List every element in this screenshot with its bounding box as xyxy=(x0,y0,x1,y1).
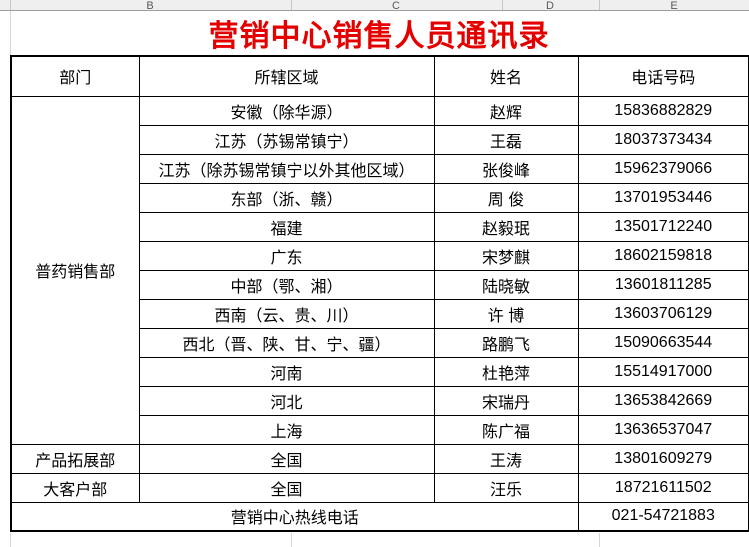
cell-name[interactable]: 路鹏飞 xyxy=(433,327,579,358)
cell-phone[interactable]: 13636537047 xyxy=(577,414,749,445)
cell-region[interactable]: 广东 xyxy=(138,240,435,271)
column-header[interactable]: 姓名 xyxy=(433,55,579,97)
column-header[interactable]: 部门 xyxy=(10,55,140,97)
table-row: 广东 宋梦麒 18602159818 xyxy=(11,240,749,271)
cell-department[interactable]: 产品拓展部 xyxy=(10,443,140,474)
directory-table-wrap: 部门 所辖区域 姓名 电话号码 普药销售部 安徽（除华源） 赵辉 15836882829 江苏… xyxy=(10,55,749,532)
cell-phone[interactable]: 15962379066 xyxy=(577,153,749,184)
table-row: 河南 杜艳萍 15514917000 xyxy=(11,356,749,387)
column-separator xyxy=(502,0,503,10)
cell-region[interactable]: 河南 xyxy=(138,356,435,387)
cell-phone[interactable]: 13603706129 xyxy=(577,298,749,329)
cell-name[interactable]: 宋瑞丹 xyxy=(433,385,579,416)
column-letter-D[interactable]: D xyxy=(546,0,554,11)
cell-name[interactable]: 张俊峰 xyxy=(433,153,579,184)
cell-name[interactable]: 王磊 xyxy=(433,124,579,155)
cell-name[interactable]: 杜艳萍 xyxy=(433,356,579,387)
cell-region[interactable]: 上海 xyxy=(138,414,435,445)
cell-region[interactable]: 西南（云、贵、川） xyxy=(138,298,435,329)
cell-hotline-label[interactable]: 营销中心热线电话 xyxy=(10,501,579,532)
sheet-title[interactable]: 营销中心销售人员通讯录 xyxy=(208,20,550,53)
table-row: 普药销售部 安徽（除华源） 赵辉 15836882829 xyxy=(10,95,749,445)
cell-name[interactable]: 汪乐 xyxy=(433,472,579,503)
cell-name[interactable]: 周 俊 xyxy=(433,182,579,213)
cell-phone[interactable]: 13601811285 xyxy=(577,269,749,300)
table-row: 江苏（苏锡常镇宁） 王磊 18037373434 xyxy=(11,124,749,155)
cell-name[interactable]: 宋梦麒 xyxy=(433,240,579,271)
gridline xyxy=(291,533,292,547)
cell-phone[interactable]: 15090663544 xyxy=(577,327,749,358)
cell-phone[interactable]: 18721611502 xyxy=(577,472,749,503)
table-row: 大客户部 全国 汪乐 18721611502 xyxy=(10,472,749,503)
cell-phone[interactable]: 13501712240 xyxy=(577,211,749,242)
column-letter-C[interactable]: C xyxy=(392,0,400,11)
cell-name[interactable]: 许 博 xyxy=(433,298,579,329)
cell-department[interactable]: 普药销售部 xyxy=(10,95,140,445)
cell-name[interactable]: 陆晓敏 xyxy=(433,269,579,300)
cell-phone[interactable]: 18037373434 xyxy=(577,124,749,155)
cell-phone[interactable]: 15836882829 xyxy=(577,95,749,126)
column-letter-E[interactable]: E xyxy=(670,0,678,11)
table-row: 江苏（除苏锡常镇宁以外其他区域） 张俊峰 15962379066 xyxy=(11,153,749,184)
cell-phone[interactable]: 021-54721883 xyxy=(577,501,749,532)
cell-phone[interactable]: 13653842669 xyxy=(577,385,749,416)
column-header-strip: B C D E xyxy=(0,0,749,11)
gridline xyxy=(10,533,11,547)
table-row: 福建 赵毅珉 13501712240 xyxy=(11,211,749,242)
table-row: 西北（晋、陕、甘、宁、疆） 路鹏飞 15090663544 xyxy=(11,327,749,358)
table-row: 产品拓展部 全国 王涛 13801609279 xyxy=(10,443,749,474)
column-separator xyxy=(291,0,292,10)
cell-name[interactable]: 陈广福 xyxy=(433,414,579,445)
column-header[interactable]: 电话号码 xyxy=(577,55,749,97)
cell-phone[interactable]: 15514917000 xyxy=(577,356,749,387)
cell-region[interactable]: 福建 xyxy=(138,211,435,242)
column-letter-B[interactable]: B xyxy=(146,0,154,11)
gridline xyxy=(599,533,600,547)
column-separator xyxy=(10,0,11,10)
cell-phone[interactable]: 18602159818 xyxy=(577,240,749,271)
cell-region[interactable]: 江苏（苏锡常镇宁） xyxy=(138,124,435,155)
header-row: 部门 所辖区域 姓名 电话号码 xyxy=(10,55,749,97)
cell-region[interactable]: 江苏（除苏锡常镇宁以外其他区域） xyxy=(138,153,435,184)
table-row: 西南（云、贵、川）许 博 13603706129 xyxy=(11,298,749,329)
gridline xyxy=(10,11,11,55)
cell-region[interactable]: 全国 xyxy=(138,472,435,503)
column-separator xyxy=(599,0,600,10)
cell-name[interactable]: 王涛 xyxy=(433,443,579,474)
table-row: 东部（浙、赣）周 俊 13701953446 xyxy=(11,182,749,213)
cell-region[interactable]: 东部（浙、赣） xyxy=(138,182,435,213)
column-header[interactable]: 所辖区域 xyxy=(138,55,435,97)
directory-table: 部门 所辖区域 姓名 电话号码 普药销售部 安徽（除华源） 赵辉 15836882829 江苏… xyxy=(10,55,749,532)
cell-phone[interactable]: 13801609279 xyxy=(577,443,749,474)
table-row: 营销中心热线电话 021-54721883 xyxy=(10,501,749,532)
table-row: 上海 陈广福 13636537047 xyxy=(11,414,749,445)
cell-region[interactable]: 全国 xyxy=(138,443,435,474)
cell-name[interactable]: 赵辉 xyxy=(433,95,579,126)
cell-region[interactable]: 河北 xyxy=(138,385,435,416)
cell-department[interactable]: 大客户部 xyxy=(10,472,140,503)
cell-region[interactable]: 安徽（除华源） xyxy=(138,95,435,126)
cell-region[interactable]: 西北（晋、陕、甘、宁、疆） xyxy=(138,327,435,358)
cell-phone[interactable]: 13701953446 xyxy=(577,182,749,213)
cell-name[interactable]: 赵毅珉 xyxy=(433,211,579,242)
cell-region[interactable]: 中部（鄂、湘） xyxy=(138,269,435,300)
